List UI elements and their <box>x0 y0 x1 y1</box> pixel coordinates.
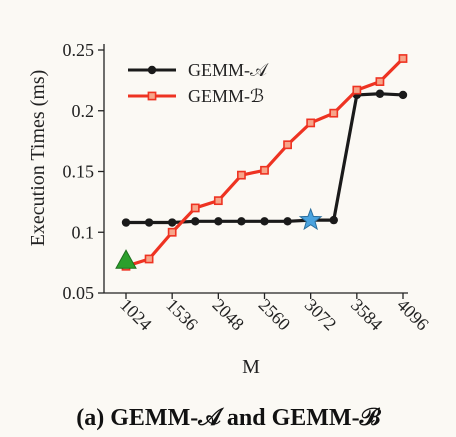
y-axis-label: Execution Times (ms) <box>27 70 49 247</box>
legend-label: GEMM-ℬ <box>188 86 264 106</box>
x-tick-label: 2048 <box>209 295 249 335</box>
annotations <box>115 207 323 269</box>
y-tick-label: 0.1 <box>72 222 95 242</box>
data-point <box>352 85 362 95</box>
figure-caption: (a) GEMM-𝒜 and GEMM-ℬ <box>76 405 381 431</box>
data-point <box>375 77 385 86</box>
legend-marker <box>147 65 157 75</box>
data-point <box>260 217 269 226</box>
y-tick-label: 0.25 <box>63 40 95 60</box>
data-point <box>329 108 339 118</box>
data-point <box>167 218 177 227</box>
data-point <box>237 217 246 226</box>
data-point <box>214 217 223 226</box>
x-tick-label: 4096 <box>393 295 433 335</box>
data-point <box>329 215 338 225</box>
legend-label: GEMM-𝒜 <box>188 60 269 80</box>
legend-marker <box>147 91 157 101</box>
series-line <box>125 57 405 268</box>
y-tick-label: 0.05 <box>63 283 95 303</box>
data-point <box>260 165 269 175</box>
data-point <box>190 203 200 213</box>
triangle-marker <box>115 249 137 269</box>
data-point <box>398 54 408 63</box>
x-tick-label: 2560 <box>255 295 295 335</box>
series-gemm-a <box>121 89 408 227</box>
data-point <box>213 196 223 206</box>
data-point <box>375 89 385 98</box>
x-tick-label: 3584 <box>347 295 387 335</box>
x-tick-label: 1536 <box>162 295 202 335</box>
data-point <box>306 118 316 128</box>
star-marker <box>298 207 323 231</box>
x-tick-label: 3072 <box>301 295 341 335</box>
legend-item: GEMM-𝒜 <box>128 60 269 80</box>
data-point <box>144 218 154 227</box>
data-point <box>283 217 292 226</box>
data-point <box>191 217 200 226</box>
series-line <box>126 92 404 225</box>
legend-item: GEMM-ℬ <box>128 86 264 106</box>
data-point <box>237 170 246 180</box>
x-tick-label: 1024 <box>116 295 156 335</box>
y-tick-label: 0.2 <box>72 101 95 121</box>
x-axis-label: M <box>242 356 260 378</box>
data-point <box>167 227 177 237</box>
data-point <box>144 254 154 264</box>
series-gemm-b <box>121 54 408 271</box>
data-point <box>283 140 292 150</box>
legend: GEMM-𝒜 GEMM-ℬ <box>128 60 269 106</box>
y-tick-label: 0.15 <box>63 162 95 182</box>
axes <box>98 44 408 299</box>
data-point <box>398 90 408 100</box>
data-point <box>121 218 131 227</box>
series-group <box>121 54 408 271</box>
